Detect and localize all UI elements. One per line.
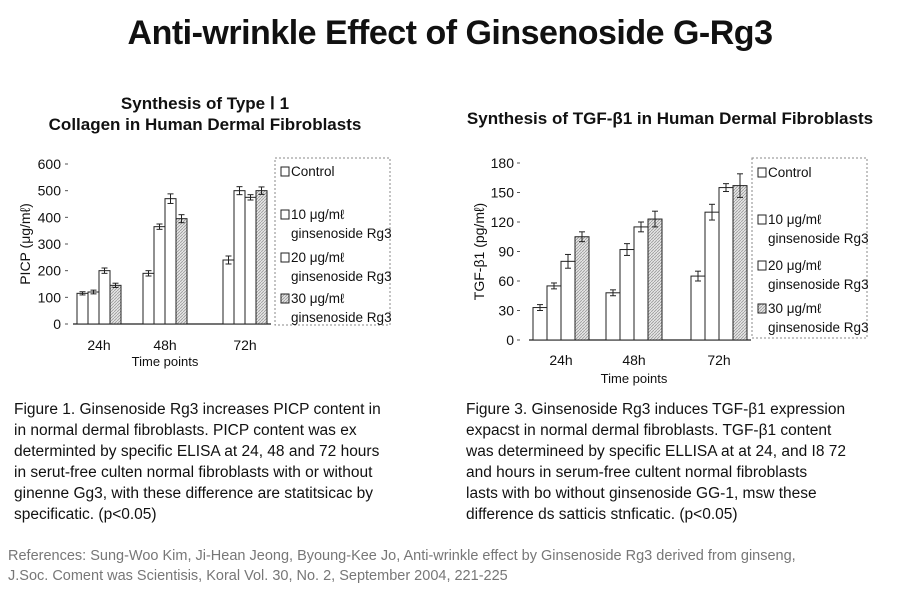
chart2-legend-label: ginsenoside Rg3 — [768, 277, 869, 292]
chart1-category-label: 48h — [153, 337, 176, 353]
chart1-legend-swatch — [280, 252, 290, 263]
chart1-legend-label: 10 μg/mℓ — [291, 207, 345, 222]
chart2-legend-label: ginsenoside Rg3 — [768, 231, 869, 246]
chart1-legend-box — [274, 157, 391, 326]
chart2-legend-box — [751, 157, 868, 339]
chart2-legend-label: Control — [768, 165, 812, 180]
chart1-title-line-2: Collagen in Human Dermal Fibroblasts — [48, 115, 362, 134]
page-title: Anti-wrinkle Effect of Ginsenoside G-Rg3 — [127, 14, 773, 52]
caption-line: specificatic. (p<0.05) — [14, 506, 157, 523]
chart2-ytick-label: 150 — [491, 185, 515, 201]
figure1-caption: Figure 1. Ginsenoside Rg3 increases PICP… — [14, 399, 434, 525]
chart1-ytick-label: 600 — [38, 156, 62, 172]
chart1-xlabel: Time points — [132, 354, 199, 369]
caption-line: Figure 1. Ginsenoside Rg3 increases PICP… — [14, 401, 381, 418]
chart2-bar — [574, 236, 590, 341]
chart1-title-line-1: Synthesis of Type Ⅰ 1 — [120, 94, 290, 113]
chart1-ytick-label: 400 — [38, 209, 62, 225]
chart1-legend-label: ginsenoside Rg3 — [291, 269, 392, 284]
chart2-legend-label: ginsenoside Rg3 — [768, 320, 869, 335]
chart2-category-label: 24h — [549, 352, 572, 368]
reference-line: References: Sung-Woo Kim, Ji-Hean Jeong,… — [8, 548, 796, 564]
chart2-legend-label: 20 μg/mℓ — [768, 258, 822, 273]
chart2-legend-label: 30 μg/mℓ — [768, 301, 822, 316]
chart2-legend-swatch — [757, 303, 767, 314]
chart2-ytick-label: 90 — [498, 244, 514, 260]
chart2-legend-swatch — [757, 167, 767, 178]
chart1-legend-swatch — [280, 293, 290, 304]
caption-line: and hours in serum-free cultent normal f… — [466, 464, 808, 481]
chart2-bar — [647, 218, 663, 341]
chart2-ytick-label: 60 — [498, 273, 514, 289]
chart1-ytick-label: 500 — [38, 183, 62, 199]
chart1-ytick-label: 300 — [38, 236, 62, 252]
caption-line: in serut-free culten normal fibroblasts … — [14, 464, 373, 481]
chart2-bar — [560, 260, 576, 341]
chart2-bar — [732, 185, 748, 341]
references: References: Sung-Woo Kim, Ji-Hean Jeong,… — [8, 546, 896, 586]
chart1-ylabel: PICP (μg/mℓ) — [17, 203, 33, 285]
chart2-ytick-label: 180 — [491, 155, 515, 171]
chart2-category-label: 72h — [707, 352, 730, 368]
caption-line: Figure 3. Ginsenoside Rg3 induces TGF-β1… — [466, 401, 846, 418]
reference-line: J.Soc. Coment was Scientisis, Koral Vol.… — [8, 568, 508, 584]
chart2-bar — [690, 275, 706, 341]
chart2-bar — [546, 285, 562, 341]
chart1-category-label: 72h — [233, 337, 256, 353]
chart2-ytick-label: 0 — [506, 332, 514, 348]
chart1-ytick-label: 200 — [38, 263, 62, 279]
caption-line: ginenne Gg3, with these difference are s… — [14, 485, 374, 502]
caption-line: determinted by specific ELISA at 24, 48 … — [14, 443, 380, 460]
chart2-bar — [619, 249, 635, 341]
chart1-legend-label: ginsenoside Rg3 — [291, 226, 392, 241]
chart2-ytick-label: 120 — [491, 214, 515, 230]
chart1-legend-label: Control — [291, 164, 335, 179]
chart2-legend-swatch — [757, 214, 767, 225]
chart1-legend-swatch — [280, 209, 290, 220]
chart2-ytick-label: 30 — [498, 303, 514, 319]
chart1-legend-swatch — [280, 166, 290, 177]
chart1-ytick-label: 0 — [53, 316, 61, 332]
chart2-legend-swatch — [757, 260, 767, 271]
chart2-bar — [605, 292, 621, 341]
chart1-ytick-label: 100 — [38, 289, 62, 305]
chart2-xlabel: Time points — [601, 371, 668, 386]
caption-line: in normal dermal fibroblasts. PICP conte… — [14, 422, 357, 439]
caption-line: difference ds satticis stnficatic. (p<0.… — [466, 506, 738, 523]
caption-line: was determineed by specific ELLISA at at… — [466, 443, 846, 460]
chart2-bar — [532, 307, 548, 341]
chart2-title: Synthesis of TGF-β1 in Human Dermal Fibr… — [466, 109, 874, 128]
chart1-title: Synthesis of Type Ⅰ 1 Collagen in Human … — [10, 93, 400, 135]
chart2-bar — [718, 187, 734, 341]
chart1-legend-label: ginsenoside Rg3 — [291, 310, 392, 325]
caption-line: expacst in normal dermal fibroblasts. TG… — [466, 422, 832, 439]
chart1-category-label: 24h — [87, 337, 110, 353]
caption-line: lasts with bo without ginsenoside GG-1, … — [466, 485, 817, 502]
chart2-bar — [704, 211, 720, 341]
figure3-caption: Figure 3. Ginsenoside Rg3 induces TGF-β1… — [466, 399, 891, 525]
chart1-legend-label: 30 μg/mℓ — [291, 291, 345, 306]
chart2-legend-label: 10 μg/mℓ — [768, 212, 822, 227]
chart2-bar — [633, 226, 649, 341]
chart2-ylabel: TGF-β1 (pg/mℓ) — [471, 203, 487, 300]
chart2-category-label: 48h — [622, 352, 645, 368]
chart1-legend-label: 20 μg/mℓ — [291, 250, 345, 265]
